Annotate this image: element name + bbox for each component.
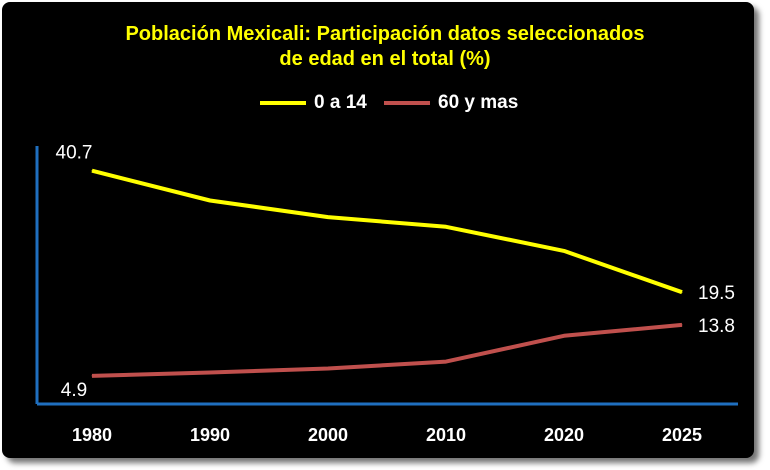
legend-label-0-a-14: 0 a 14 xyxy=(314,92,367,113)
chart-title-line-1: Población Mexicali: Participación datos … xyxy=(125,23,645,45)
chart-title-line-2: de edad en el total (%) xyxy=(279,48,491,70)
data-point-60-y-mas-2010 xyxy=(445,361,447,363)
legend-item-0-a-14: 0 a 14 xyxy=(260,92,367,114)
data-point-60-y-mas-2025 xyxy=(681,324,683,326)
series-line-60-y-mas xyxy=(91,322,683,378)
x-tick-label-1990: 1990 xyxy=(190,425,230,445)
data-point-0-a-14-2025 xyxy=(681,291,683,293)
chart-background xyxy=(2,2,754,458)
data-point-0-a-14-2010 xyxy=(445,226,447,228)
data-point-60-y-mas-1980 xyxy=(91,375,93,377)
x-tick-label-2010: 2010 xyxy=(426,425,466,445)
chart-title: Población Mexicali: Participación datos … xyxy=(0,22,770,72)
data-label-60-y-mas-2025: 13.8 xyxy=(698,316,735,337)
x-tick-label-2025: 2025 xyxy=(662,425,702,445)
data-point-0-a-14-2020 xyxy=(563,250,565,252)
data-point-60-y-mas-1990 xyxy=(209,372,211,373)
data-point-0-a-14-2000 xyxy=(327,216,329,218)
data-label-0-a-14-2025: 19.5 xyxy=(698,283,735,304)
data-point-60-y-mas-2000 xyxy=(327,368,329,369)
data-point-60-y-mas-2020 xyxy=(563,335,565,337)
x-tick-label-2000: 2000 xyxy=(308,425,348,445)
data-label-60-y-mas-1980: 4.9 xyxy=(61,380,87,401)
data-point-0-a-14-1990 xyxy=(209,200,211,201)
legend-swatch-0-a-14 xyxy=(260,101,306,105)
data-label-0-a-14-1980: 40.7 xyxy=(56,143,93,164)
legend-item-60-y-mas: 60 y mas xyxy=(384,92,518,114)
legend-label-60-y-mas: 60 y mas xyxy=(438,92,519,113)
chart-legend: 0 a 14 60 y mas xyxy=(0,92,770,116)
series-line-0-a-14 xyxy=(91,168,683,295)
x-tick-label-1980: 1980 xyxy=(72,425,112,445)
legend-swatch-60-y-mas xyxy=(384,101,430,105)
data-point-0-a-14-1980 xyxy=(91,170,93,172)
x-tick-label-2020: 2020 xyxy=(544,425,584,445)
